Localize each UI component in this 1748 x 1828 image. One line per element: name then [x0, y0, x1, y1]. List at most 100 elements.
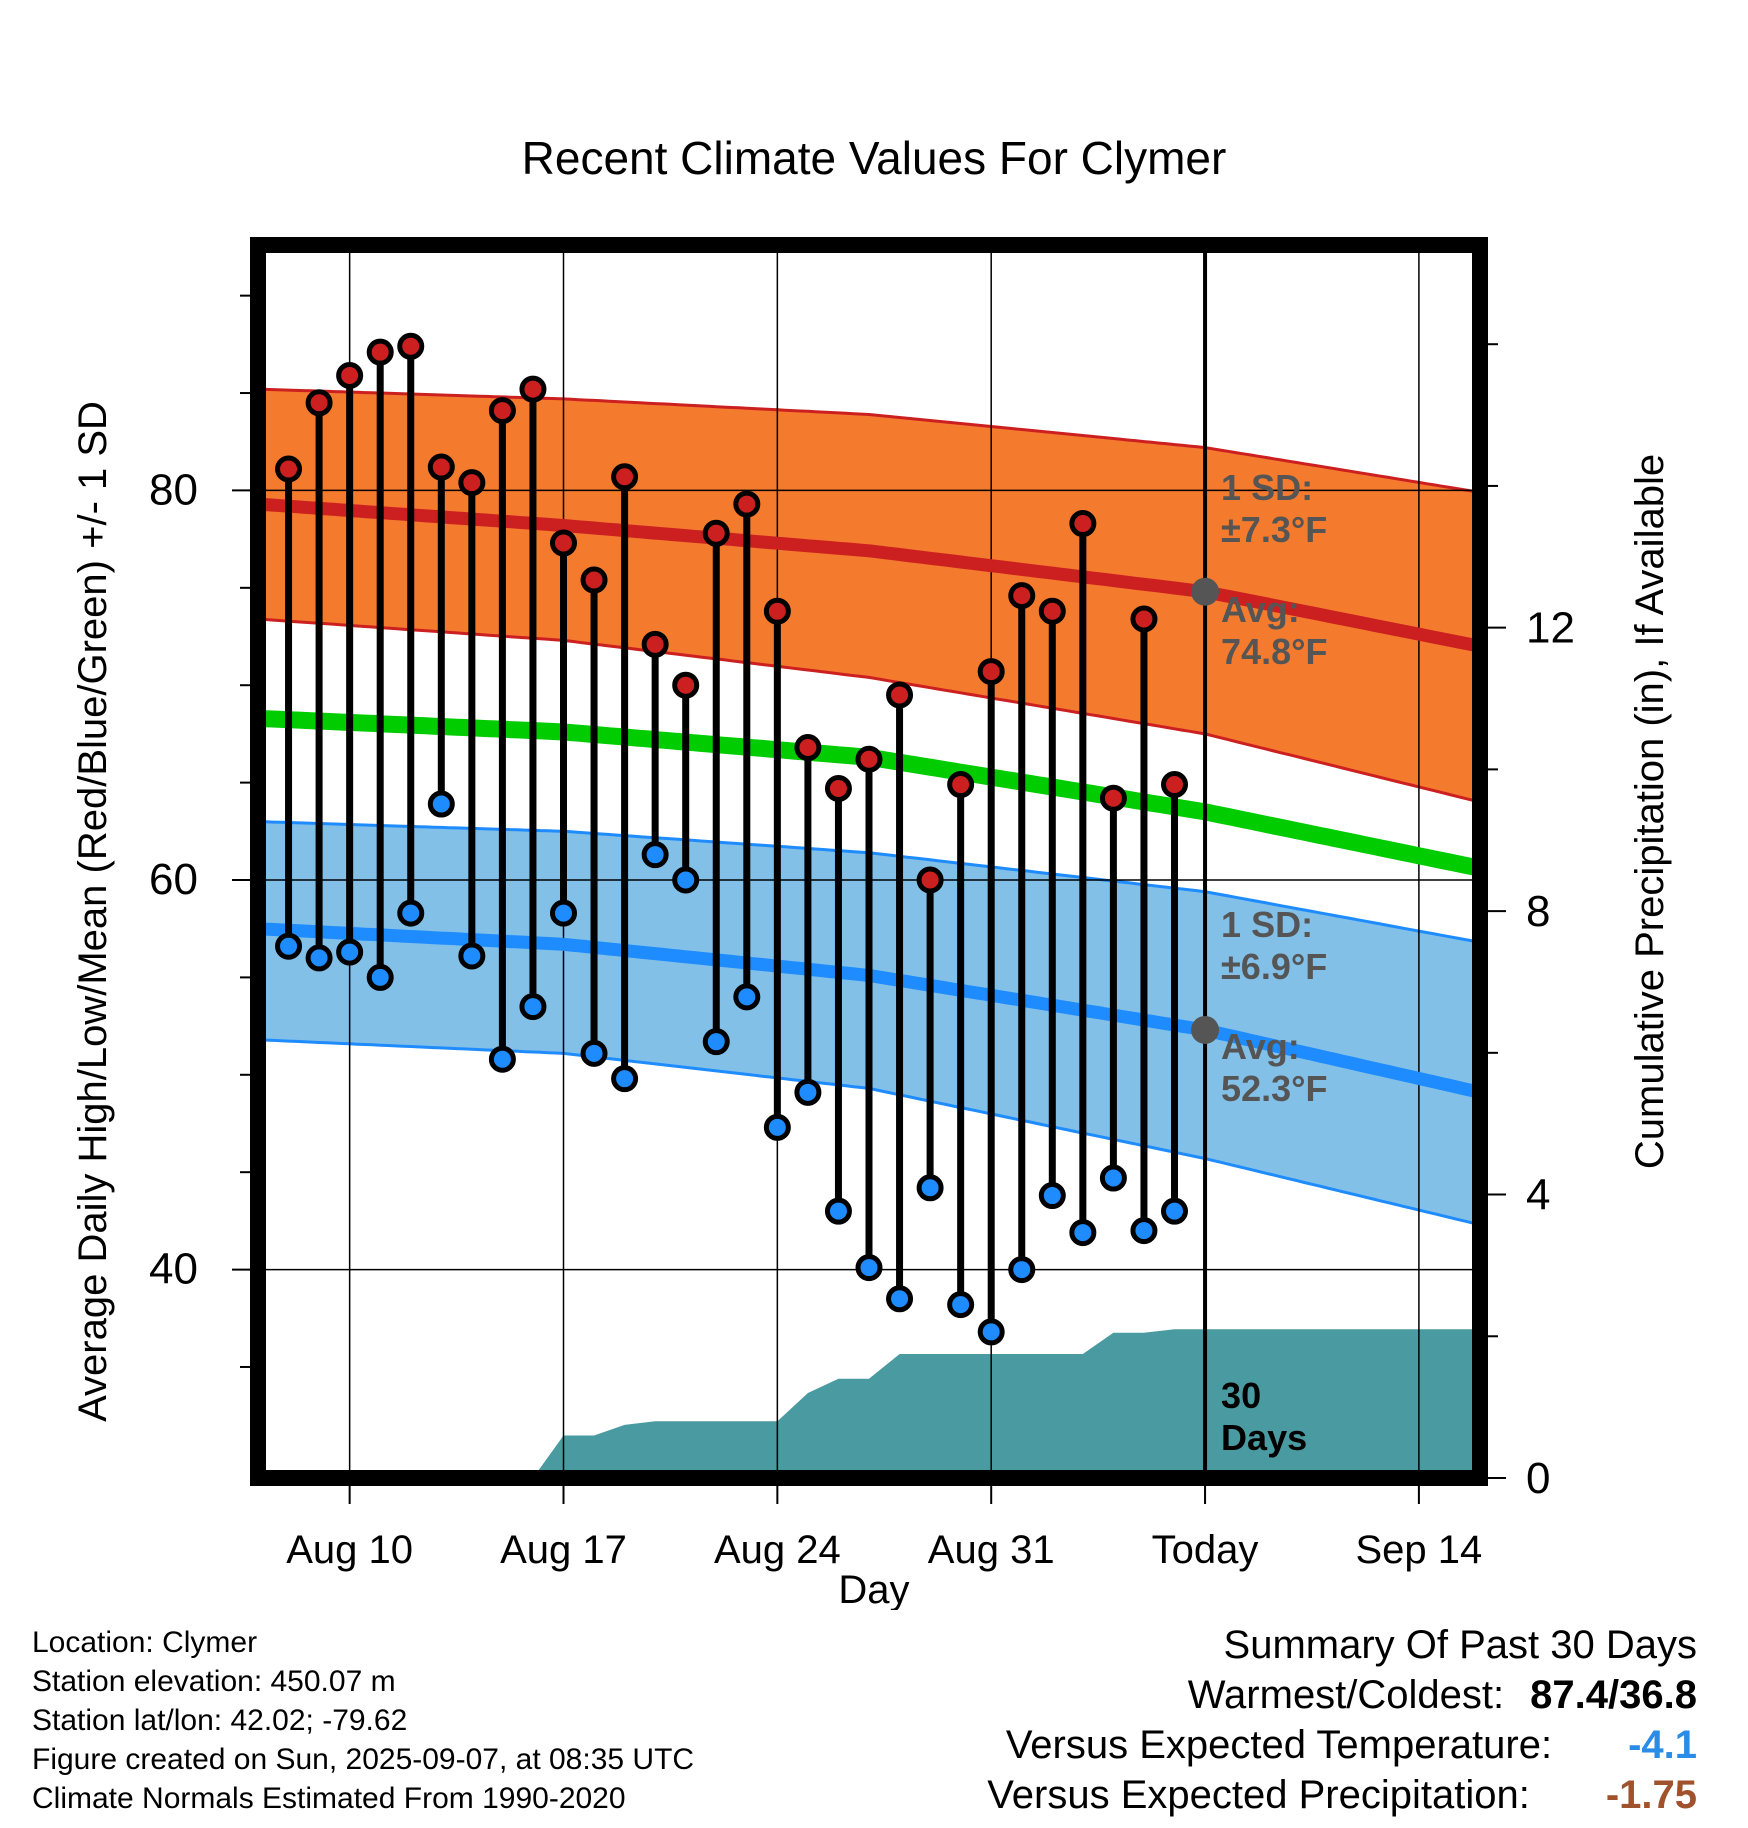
daily-low-point	[427, 790, 455, 818]
daily-high-point	[855, 745, 883, 773]
daily-low-point	[1099, 1164, 1127, 1192]
created-text: Figure created on Sun, 2025-09-07, at 08…	[32, 1743, 695, 1776]
temp-label: Versus Expected Temperature:	[1005, 1723, 1553, 1767]
daily-low-point	[977, 1318, 1005, 1346]
y-tick-label: 40	[149, 1245, 198, 1294]
daily-high-point	[1161, 771, 1188, 799]
x-tick-label: Today	[1152, 1528, 1259, 1572]
elevation-text: Station elevation: 450.07 m	[32, 1665, 396, 1698]
daily-low-point	[1008, 1256, 1036, 1284]
chart-title: Recent Climate Values For Clymer	[522, 132, 1227, 184]
precip-days-annotation: 30 Days	[1221, 1375, 1307, 1458]
daily-high-point	[641, 630, 669, 658]
daily-high-point	[275, 455, 303, 483]
daily-low-point	[641, 841, 669, 869]
x-axis-label: Day	[838, 1568, 909, 1610]
daily-low-point	[550, 899, 577, 927]
warm-cold-label: Warmest/Coldest:	[1187, 1673, 1505, 1717]
daily-low-point	[305, 944, 333, 972]
y-tick-label: 80	[149, 465, 198, 514]
precip-value: -1.75	[1605, 1773, 1697, 1817]
daily-low-point	[519, 993, 547, 1021]
daily-low-point	[855, 1254, 883, 1282]
latlon-text: Station lat/lon: 42.02; -79.62	[32, 1704, 408, 1737]
daily-high-point	[947, 771, 975, 799]
daily-low-point	[916, 1174, 944, 1202]
daily-low-point	[1130, 1217, 1158, 1245]
today-high-avg-marker	[1191, 577, 1220, 606]
warm-cold-value: 87.4/36.8	[1530, 1670, 1697, 1720]
daily-low-point	[1038, 1182, 1066, 1210]
daily-low-point	[458, 942, 486, 970]
daily-low-point	[763, 1113, 791, 1141]
daily-low-point	[1069, 1219, 1097, 1247]
normals-text: Climate Normals Estimated From 1990-2020	[32, 1782, 626, 1815]
climate-chart: 1 SD: ±7.3°F Avg: 74.8°F 1 SD: ±6.9°F Avg: 52.3…	[71, 132, 1672, 1610]
daily-high-point	[336, 362, 364, 390]
coldest-value: 36.8	[1619, 1673, 1697, 1717]
daily-low-point	[1161, 1197, 1188, 1225]
today-low-avg-marker	[1191, 1015, 1220, 1044]
daily-high-point	[580, 566, 608, 594]
high-sd-band-lower-edge	[258, 617, 1480, 804]
daily-low-point	[580, 1039, 608, 1067]
daily-high-point	[702, 519, 730, 547]
daily-high-point	[733, 490, 761, 518]
daily-high-point	[305, 389, 333, 417]
summary-warm-cold-row: Warmest/Coldest: 87.4/36.8	[987, 1670, 1697, 1720]
daily-high-point	[397, 332, 425, 360]
x-tick-label: Aug 17	[500, 1528, 627, 1572]
daily-low-point	[488, 1045, 516, 1073]
low-sd-annotation: 1 SD: ±6.9°F	[1221, 904, 1327, 987]
daily-low-point	[397, 899, 425, 927]
plot-frame	[250, 237, 1488, 1486]
daily-low-point	[611, 1065, 639, 1093]
low-avg-annotation: Avg: 52.3°F	[1221, 1026, 1327, 1109]
daily-low-point	[794, 1078, 822, 1106]
daily-high-point	[794, 734, 822, 762]
daily-low-point	[886, 1285, 914, 1313]
daily-high-point	[1008, 582, 1036, 610]
daily-low-point	[824, 1197, 852, 1225]
warmest-value: 87.4	[1530, 1673, 1609, 1717]
daily-low-point	[366, 963, 394, 991]
plot-area: 1 SD: ±7.3°F Avg: 74.8°F 1 SD: ±6.9°F Avg: 52.3…	[258, 245, 1480, 1478]
summary-precip-row: Versus Expected Precipitation: -1.75	[987, 1770, 1697, 1820]
daily-high-point	[611, 463, 639, 491]
high-sd-band-upper-edge	[258, 387, 1480, 494]
daily-high-point	[488, 397, 516, 425]
daily-high-point	[1130, 605, 1158, 633]
summary-temp-row: Versus Expected Temperature: -4.1	[987, 1720, 1697, 1770]
daily-high-point	[427, 453, 455, 481]
x-tick-label: Aug 24	[714, 1528, 841, 1572]
location-text: Location: Clymer	[32, 1626, 258, 1659]
station-info: Location: Clymer Station elevation: 450.…	[32, 1623, 694, 1818]
daily-low-point	[947, 1291, 975, 1319]
precip-label: Versus Expected Precipitation:	[987, 1773, 1530, 1817]
daily-low-point	[702, 1028, 730, 1056]
daily-high-point	[366, 338, 394, 366]
daily-high-point	[550, 529, 577, 557]
daily-high-point	[458, 469, 486, 497]
daily-low-point	[336, 938, 364, 966]
daily-high-point	[824, 774, 852, 802]
y2-tick-label: 12	[1526, 604, 1575, 653]
temp-value: -4.1	[1628, 1723, 1697, 1767]
daily-high-point	[519, 375, 547, 403]
daily-high-point	[763, 597, 791, 625]
daily-low-point	[275, 932, 303, 960]
y2-tick-label: 8	[1526, 887, 1550, 936]
daily-low-point	[672, 866, 700, 894]
daily-high-point	[977, 658, 1005, 686]
y-tick-label: 60	[149, 855, 198, 904]
normal-high-line	[258, 497, 1480, 653]
high-sd-annotation: 1 SD: ±7.3°F	[1221, 467, 1327, 550]
high-avg-annotation: Avg: 74.8°F	[1221, 589, 1327, 672]
daily-high-point	[1099, 784, 1127, 812]
x-tick-label: Aug 31	[928, 1528, 1055, 1572]
x-tick-label: Aug 10	[286, 1528, 413, 1572]
daily-high-point	[1069, 510, 1097, 538]
y-axis-label: Average Daily High/Low/Mean (Red/Blue/Gr…	[71, 401, 115, 1422]
y2-tick-label: 0	[1526, 1454, 1550, 1503]
warm-cold-separator: /	[1608, 1673, 1620, 1717]
